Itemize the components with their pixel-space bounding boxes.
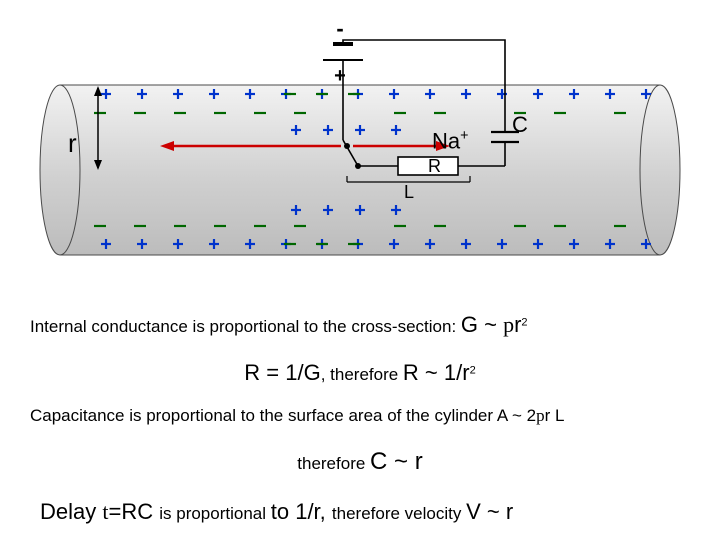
label-c: C [512, 112, 528, 138]
label-na: Na+ [432, 128, 468, 154]
line-c-therefore: therefore C ~ r [30, 446, 690, 478]
line-capacitance: Capacitance is proportional to the surfa… [30, 405, 690, 428]
label-R-resistor: R [428, 156, 441, 177]
equations-block: Internal conductance is proportional to … [0, 310, 720, 544]
axon-cable-diagram: -+ [0, 0, 720, 300]
label-L: L [404, 182, 414, 203]
line-delay: Delay t=RC is proportional to 1/r, there… [40, 497, 690, 527]
svg-text:+: + [334, 65, 346, 87]
line-conductance: Internal conductance is proportional to … [30, 310, 690, 340]
label-r: r [68, 128, 77, 159]
svg-text:-: - [336, 16, 343, 41]
line-resistance: R = 1/G, therefore R ~ 1/r2 [30, 358, 690, 388]
